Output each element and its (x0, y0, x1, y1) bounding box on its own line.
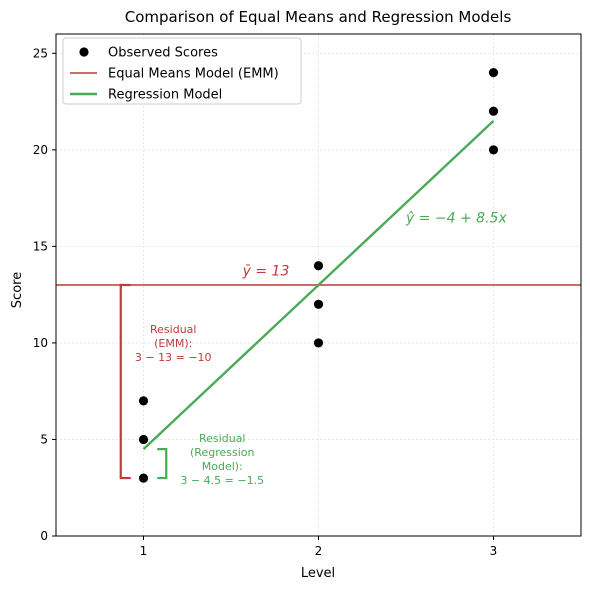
regression-residual-label: Residual (Regression Model): 3 − 4.5 = −1.5 (180, 432, 264, 487)
x-tick-label: 1 (140, 544, 148, 558)
observed-score-point (138, 434, 149, 445)
regression-residual-label-line: (Regression (190, 446, 254, 459)
y-axis-label: Score (10, 272, 25, 308)
y-tick-label: 15 (33, 239, 48, 253)
observed-score-point (313, 261, 324, 271)
legend-label: Equal Means Model (EMM) (108, 67, 279, 82)
legend-label: Regression Model (108, 88, 222, 103)
mean-annotation: ȳ = 13 (242, 263, 290, 279)
y-tick-label: 10 (33, 336, 48, 350)
observed-score-point (488, 145, 499, 155)
emm-residual-label: Residual (EMM): 3 − 13 = −10 (135, 323, 212, 364)
regression-residual-label-line: Model): (202, 460, 243, 473)
emm-residual-label-line: 3 − 13 = −10 (135, 351, 212, 364)
chart-title: Comparison of Equal Means and Regression… (125, 8, 512, 26)
regression-residual-bracket (157, 448, 168, 480)
y-tick-label: 25 (33, 46, 48, 60)
regression-residual-label-line: 3 − 4.5 = −1.5 (180, 474, 264, 487)
observed-score-point (488, 106, 499, 116)
observed-score-point (138, 473, 149, 483)
y-tick-label: 5 (40, 432, 48, 446)
emm-residual-bracket (119, 283, 131, 480)
emm-residual-label-line: Residual (150, 323, 196, 336)
observed-score-point (313, 338, 324, 348)
regression-line (142, 120, 495, 450)
regression-equation-annotation: ŷ = −4 + 8.5x (405, 210, 507, 226)
x-axis-label: Level (301, 566, 335, 581)
legend-marker-observed (79, 47, 89, 57)
regression-residual-label-line: Residual (199, 432, 245, 445)
observed-score-point (313, 299, 324, 309)
x-tick-label: 2 (315, 544, 323, 558)
y-tick-label: 20 (33, 143, 48, 157)
observed-score-point (488, 68, 499, 78)
observed-score-point (138, 396, 149, 406)
y-tick-label: 0 (40, 529, 48, 543)
y-axis: 0 5 10 15 20 25 (33, 46, 56, 543)
legend-label: Observed Scores (108, 46, 218, 61)
x-tick-label: 3 (490, 544, 498, 558)
x-axis: 1 2 3 (140, 536, 498, 558)
legend: Observed Scores Equal Means Model (EMM) Re… (62, 37, 302, 105)
emm-residual-label-line: (EMM): (154, 337, 192, 350)
legend-box (62, 37, 302, 105)
